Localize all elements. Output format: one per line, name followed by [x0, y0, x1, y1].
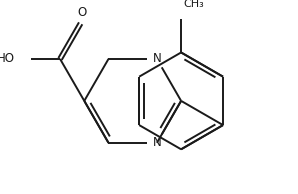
Text: O: O	[77, 6, 86, 19]
Text: HO: HO	[0, 52, 15, 65]
Text: N: N	[153, 136, 161, 149]
Text: N: N	[153, 52, 161, 65]
Text: CH₃: CH₃	[183, 0, 204, 9]
